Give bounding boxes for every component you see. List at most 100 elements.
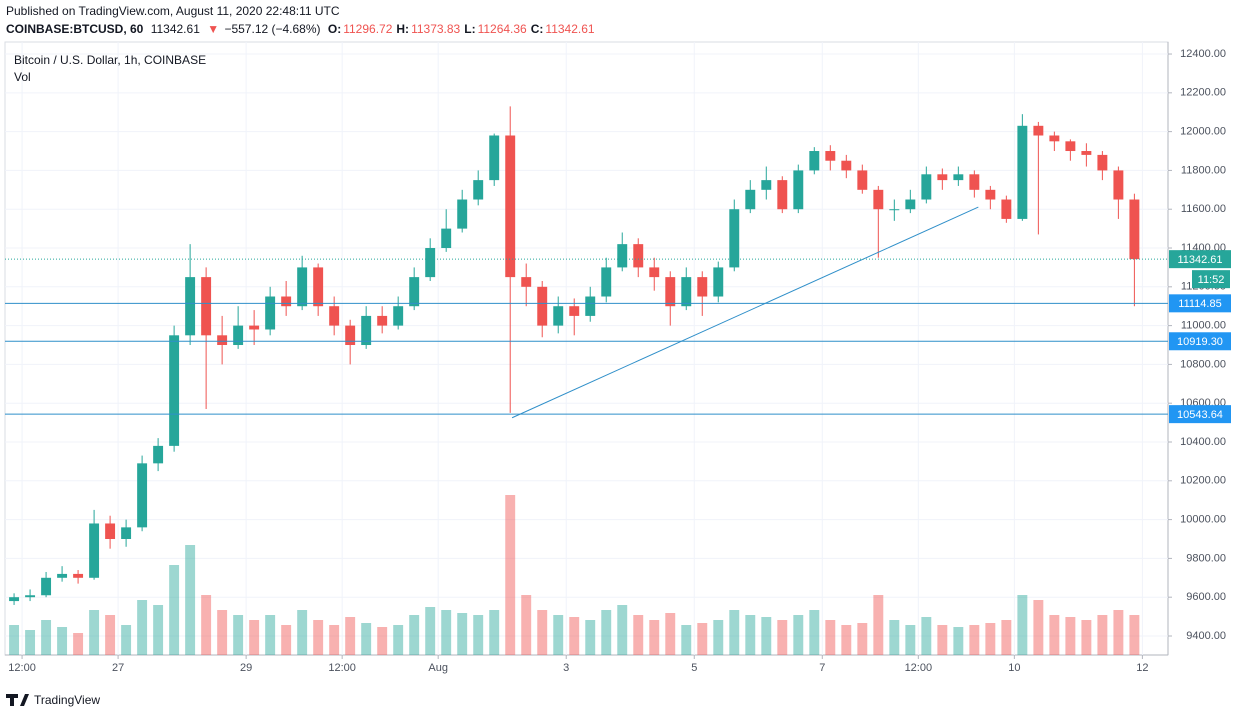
volume-bar [681, 625, 692, 655]
volume-bar [1049, 615, 1060, 655]
volume-bar [9, 625, 20, 655]
volume-bar [393, 625, 404, 655]
volume-bar [361, 623, 372, 655]
volume-bar [217, 610, 228, 655]
volume-bar [1033, 600, 1044, 655]
candle-body [425, 248, 436, 278]
volume-bar [185, 545, 196, 655]
candle-body [441, 228, 452, 249]
y-tick-label: 9400.00 [1186, 630, 1226, 642]
candle-body [697, 277, 708, 297]
candle-body [1033, 125, 1044, 136]
candle-body [473, 180, 484, 200]
volume-bar [777, 620, 788, 655]
volume-bar [521, 595, 532, 655]
level-tag [1169, 332, 1231, 351]
volume-bar [857, 623, 868, 655]
brand: TradingView [34, 693, 100, 707]
last-price-tag [1169, 250, 1231, 269]
candle-body [137, 463, 148, 528]
x-tick-label: 12:00 [8, 662, 36, 674]
volume-bar [313, 620, 324, 655]
volume-bar [793, 615, 804, 655]
volume-bar [121, 625, 132, 655]
volume-bar [505, 495, 516, 655]
x-tick-label: 7 [819, 662, 825, 674]
volume-bar [25, 630, 36, 655]
volume-bar [249, 620, 260, 655]
volume-bar [73, 633, 84, 655]
candle-body [457, 199, 468, 229]
candle-body [249, 325, 260, 330]
x-tick-label: 12 [1136, 662, 1148, 674]
candle-body [729, 209, 740, 268]
candle-body [681, 277, 692, 307]
candle-body [985, 189, 996, 200]
y-tick-label: 11800.00 [1181, 164, 1226, 176]
volume-bar [137, 600, 148, 655]
volume-bar [1113, 610, 1124, 655]
x-tick-label: 29 [240, 662, 252, 674]
volume-bar [409, 615, 420, 655]
candle-body [89, 523, 100, 578]
level-tag-label: 10543.64 [1177, 409, 1223, 421]
candle-body [969, 174, 980, 190]
x-tick-label: 12:00 [905, 662, 933, 674]
candle-body [889, 209, 900, 211]
x-tick-label: 3 [563, 662, 569, 674]
candle-body [921, 174, 932, 200]
candle-body [601, 267, 612, 297]
candle-body [25, 595, 36, 598]
candle-body [393, 306, 404, 326]
candle-body [585, 296, 596, 316]
candle-body [313, 267, 324, 307]
y-tick-label: 10000.00 [1180, 514, 1226, 526]
candle-body [185, 277, 196, 336]
candle-body [521, 277, 532, 287]
y-tick-label: 10200.00 [1180, 475, 1226, 487]
candle-body [713, 267, 724, 297]
y-tick-label: 12000.00 [1180, 126, 1226, 138]
candle-body [57, 573, 68, 578]
volume-bar [297, 610, 308, 655]
candle-body [1049, 135, 1060, 142]
volume-bar [713, 620, 724, 655]
volume-bar [489, 610, 500, 655]
ohlc-label: H: [396, 22, 409, 36]
ohlc-value: 11264.36 [478, 22, 527, 36]
candle-body [9, 597, 20, 602]
volume-bar [825, 620, 836, 655]
candle-body [281, 296, 292, 307]
candle-body [873, 189, 884, 210]
candle-body [633, 244, 644, 268]
volume-bar [601, 610, 612, 655]
volume-bar [265, 615, 276, 655]
volume-bar [985, 623, 996, 655]
ohlc-label: C: [531, 22, 544, 36]
y-tick-label: 9600.00 [1186, 591, 1226, 603]
ohlc-label: L: [464, 22, 475, 36]
change: −557.12 (−4.68%) [224, 22, 320, 36]
volume-bar [329, 625, 340, 655]
x-tick-label: 5 [691, 662, 697, 674]
candle-body [1081, 151, 1092, 155]
x-tick-label: 27 [112, 662, 124, 674]
volume-bar [921, 617, 932, 655]
volume-bar [89, 610, 100, 655]
volume-bar [169, 565, 180, 655]
candle-body [265, 296, 276, 330]
candle-body [937, 174, 948, 181]
candle-body [857, 170, 868, 190]
volume-bar [953, 627, 964, 655]
brand-logo [6, 694, 29, 706]
candle-body [41, 577, 52, 596]
candle-body [169, 335, 180, 446]
last-price-label: 11342.61 [1177, 254, 1222, 266]
candle-body [153, 445, 164, 464]
published-note: Published on TradingView.com, August 11,… [6, 4, 340, 18]
price: 11342.61 [151, 22, 200, 36]
candle-body [793, 170, 804, 210]
candle-body [489, 135, 500, 181]
y-tick-label: 11000.00 [1181, 320, 1226, 332]
